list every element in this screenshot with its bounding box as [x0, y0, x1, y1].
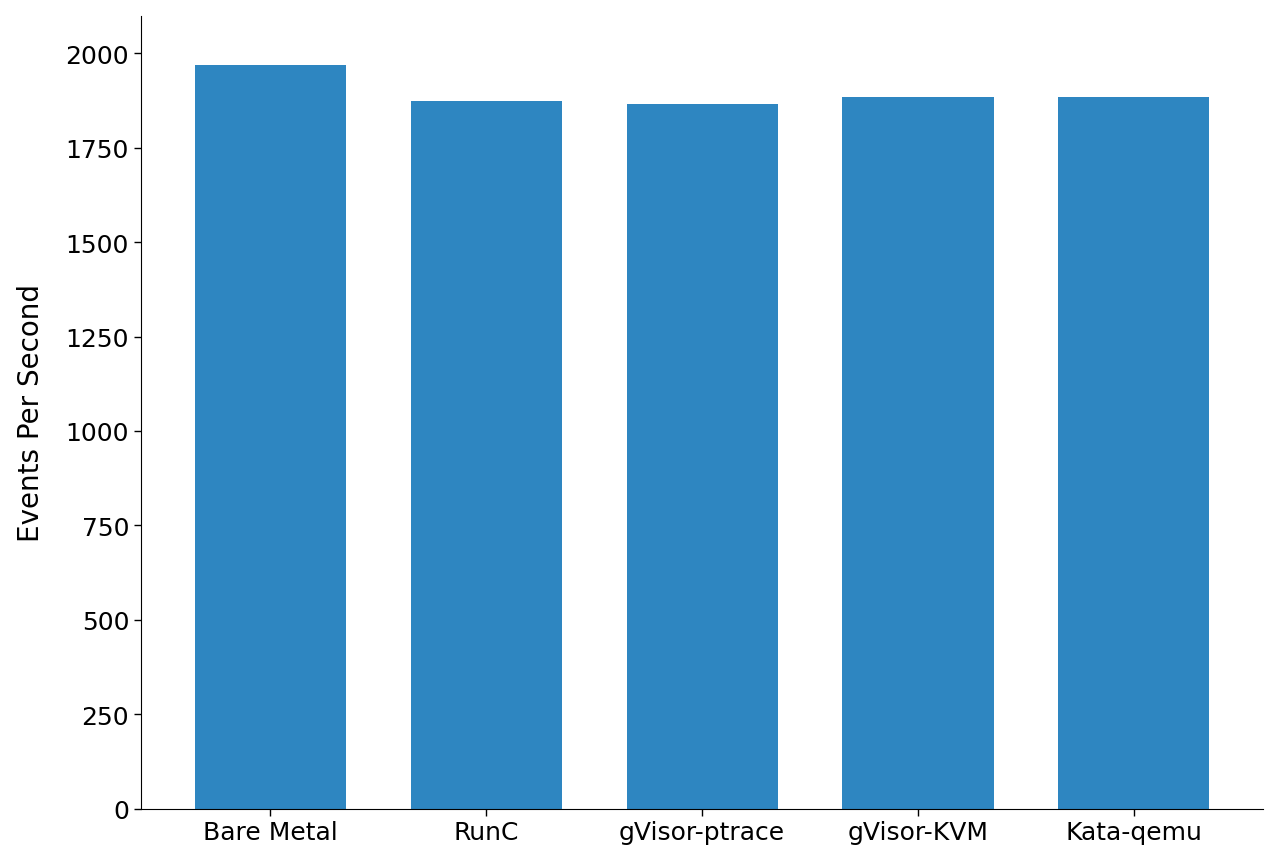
Bar — [627, 105, 778, 808]
Bar — [411, 102, 562, 808]
Y-axis label: Events Per Second: Events Per Second — [17, 284, 45, 542]
Bar — [1059, 98, 1210, 808]
Bar — [842, 98, 993, 808]
Bar — [195, 65, 346, 808]
